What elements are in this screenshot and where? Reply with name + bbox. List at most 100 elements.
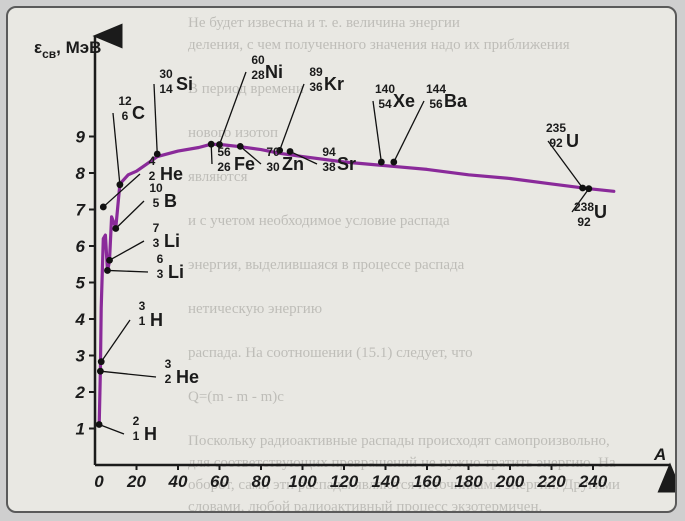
- nuclide-label: 105 B: [149, 181, 177, 211]
- data-point: [377, 158, 385, 166]
- nuclide-label: 31 H: [139, 299, 163, 330]
- mass-number: 12: [118, 94, 132, 108]
- data-point: [112, 225, 120, 232]
- element-symbol: Li: [164, 231, 180, 251]
- atomic-number: 38: [322, 160, 336, 174]
- label-leader: [393, 100, 425, 163]
- y-axis-label: εсв, МэВ: [34, 38, 101, 61]
- data-point: [207, 140, 215, 148]
- nuclide-label: 126 C: [118, 94, 145, 123]
- atomic-number: 1: [139, 314, 146, 328]
- data-points: [95, 140, 593, 428]
- element-symbol: H: [144, 424, 157, 444]
- data-point: [276, 146, 284, 154]
- x-tick-label: 180: [454, 472, 483, 491]
- element-symbol: U: [566, 131, 579, 151]
- element-symbol: He: [160, 164, 183, 184]
- mass-number: 238: [574, 200, 594, 214]
- element-symbol: Zn: [282, 154, 304, 174]
- element-symbol: C: [132, 103, 145, 123]
- figure-frame: Не будет известна и т. е. величина энерг…: [6, 6, 677, 513]
- y-tick-label: 8: [76, 164, 86, 183]
- nuclide-label: 63 Li: [157, 252, 184, 282]
- label-leader: [107, 269, 149, 273]
- mass-number: 60: [251, 53, 265, 67]
- atomic-number: 30: [266, 160, 280, 174]
- label-leader: [102, 173, 141, 208]
- atomic-number: 5: [153, 196, 160, 210]
- element-symbol: Ba: [444, 91, 468, 111]
- y-tick-label: 2: [75, 383, 86, 402]
- y-axis-subscript: св: [42, 47, 56, 61]
- atomic-number: 1: [133, 429, 140, 443]
- atomic-number: 26: [217, 160, 231, 174]
- element-symbol: Ni: [265, 62, 283, 82]
- atomic-number: 3: [153, 236, 160, 250]
- mass-number: 56: [217, 145, 231, 159]
- label-leader: [153, 83, 158, 155]
- y-tick-label: 5: [76, 274, 86, 293]
- element-symbol: B: [164, 191, 177, 211]
- label-leaders: [98, 71, 590, 435]
- data-point: [216, 141, 223, 148]
- element-symbol: Si: [176, 74, 193, 94]
- nuclide-label: 73 Li: [153, 221, 180, 251]
- data-point: [579, 184, 587, 192]
- label-leader: [218, 71, 247, 145]
- binding-energy-curve: [97, 142, 616, 427]
- label-leader: [571, 188, 590, 213]
- mass-number: 6: [157, 252, 164, 266]
- data-point: [104, 267, 111, 274]
- label-leader: [100, 319, 131, 363]
- data-point: [236, 142, 244, 150]
- nuclide-label: 32 He: [165, 357, 199, 387]
- x-tick-label: 120: [330, 472, 359, 491]
- y-tick-label: 4: [75, 310, 86, 329]
- atomic-number: 6: [122, 109, 129, 123]
- mass-number: 2: [133, 414, 140, 428]
- y-ticks: 1 2 3 4 5 6 7 8 9: [75, 128, 95, 439]
- atomic-number: 28: [251, 68, 265, 82]
- mass-number: 10: [149, 181, 163, 195]
- mass-number: 3: [165, 357, 172, 371]
- atomic-number: 56: [429, 97, 443, 111]
- label-leader: [98, 423, 125, 435]
- y-tick-label: 6: [76, 237, 86, 256]
- data-point: [95, 421, 103, 428]
- mass-number: 94: [322, 145, 336, 159]
- x-tick-label: 60: [210, 472, 229, 491]
- mass-number: 3: [139, 299, 146, 313]
- atomic-number: 54: [378, 97, 392, 111]
- data-point: [286, 148, 294, 155]
- mass-number: 144: [426, 82, 446, 96]
- atomic-number: 92: [577, 215, 591, 229]
- label-leader: [239, 145, 262, 165]
- mass-number: 235: [546, 121, 566, 135]
- data-point: [116, 181, 124, 189]
- x-tick-label: 220: [536, 472, 566, 491]
- label-leader: [279, 83, 305, 151]
- y-tick-label: 9: [76, 128, 86, 147]
- mass-number: 70: [266, 145, 280, 159]
- y-tick-label: 1: [76, 420, 85, 439]
- data-point: [390, 158, 398, 166]
- atomic-number: 2: [149, 169, 156, 183]
- label-leader: [372, 100, 382, 163]
- atomic-number: 2: [165, 372, 172, 386]
- background-page-text: Не будет известна и т. е. величина энерг…: [188, 15, 620, 513]
- atomic-number: 14: [159, 82, 173, 96]
- x-tick-label: 0: [94, 472, 104, 491]
- x-tick-label: 20: [126, 472, 146, 491]
- x-tick-label: 240: [578, 472, 608, 491]
- nuclide-label: 42 He: [149, 154, 183, 184]
- mass-number: 30: [159, 67, 173, 81]
- atomic-number: 36: [309, 80, 323, 94]
